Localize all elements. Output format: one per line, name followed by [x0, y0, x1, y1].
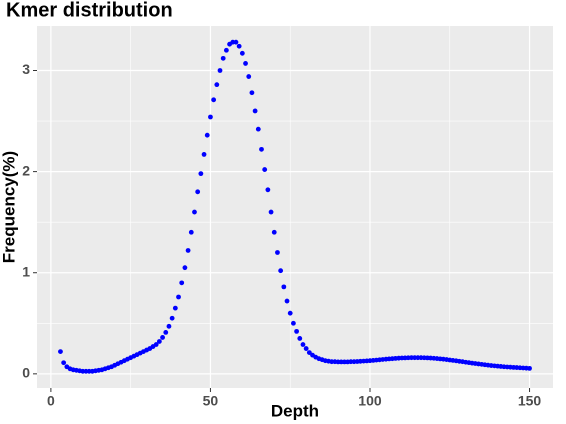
point	[255, 126, 261, 132]
point	[278, 268, 284, 274]
point	[58, 349, 63, 354]
point	[169, 315, 175, 321]
point	[297, 336, 303, 341]
point	[192, 209, 197, 215]
point	[281, 284, 287, 290]
point	[239, 50, 245, 56]
point	[163, 329, 169, 335]
point	[252, 108, 258, 114]
point	[204, 132, 210, 138]
x-tick-label: 150	[518, 393, 542, 409]
point	[271, 229, 277, 235]
panel	[37, 26, 553, 388]
point	[236, 43, 242, 49]
point	[179, 280, 185, 286]
point	[259, 146, 264, 152]
y-tick-label: 3	[22, 61, 30, 77]
point	[284, 298, 290, 304]
point	[185, 248, 191, 253]
point	[153, 342, 159, 347]
point	[166, 323, 172, 329]
point	[201, 152, 207, 157]
x-tick-label: 0	[47, 393, 55, 409]
x-tick-label: 100	[358, 393, 382, 409]
point	[182, 265, 188, 271]
point	[176, 294, 181, 300]
point	[220, 55, 226, 61]
point	[246, 74, 252, 79]
point	[172, 305, 178, 311]
point	[303, 346, 309, 351]
point	[160, 335, 165, 340]
point	[275, 250, 280, 255]
point	[208, 114, 213, 120]
point	[265, 187, 271, 193]
point	[233, 39, 239, 45]
point	[527, 365, 532, 371]
point	[156, 339, 162, 344]
y-tick-label: 2	[22, 162, 30, 178]
point	[211, 97, 217, 103]
point	[217, 68, 223, 73]
point	[214, 82, 220, 88]
y-tick-label: 1	[22, 263, 30, 279]
point	[294, 328, 299, 334]
point	[61, 360, 67, 366]
point	[223, 47, 229, 53]
point	[243, 61, 248, 66]
point	[300, 342, 306, 347]
point	[268, 209, 274, 215]
point	[262, 167, 268, 172]
x-tick-label: 50	[203, 393, 219, 409]
chart-title: Kmer distribution	[6, 0, 173, 21]
y-tick-label: 0	[22, 365, 30, 381]
point	[188, 229, 194, 235]
point	[198, 171, 204, 177]
point	[195, 189, 201, 195]
point	[249, 90, 255, 96]
x-axis-label: Depth	[271, 401, 319, 420]
point	[291, 320, 296, 326]
point	[287, 310, 293, 316]
y-axis-label: Frequency(%)	[0, 151, 18, 263]
